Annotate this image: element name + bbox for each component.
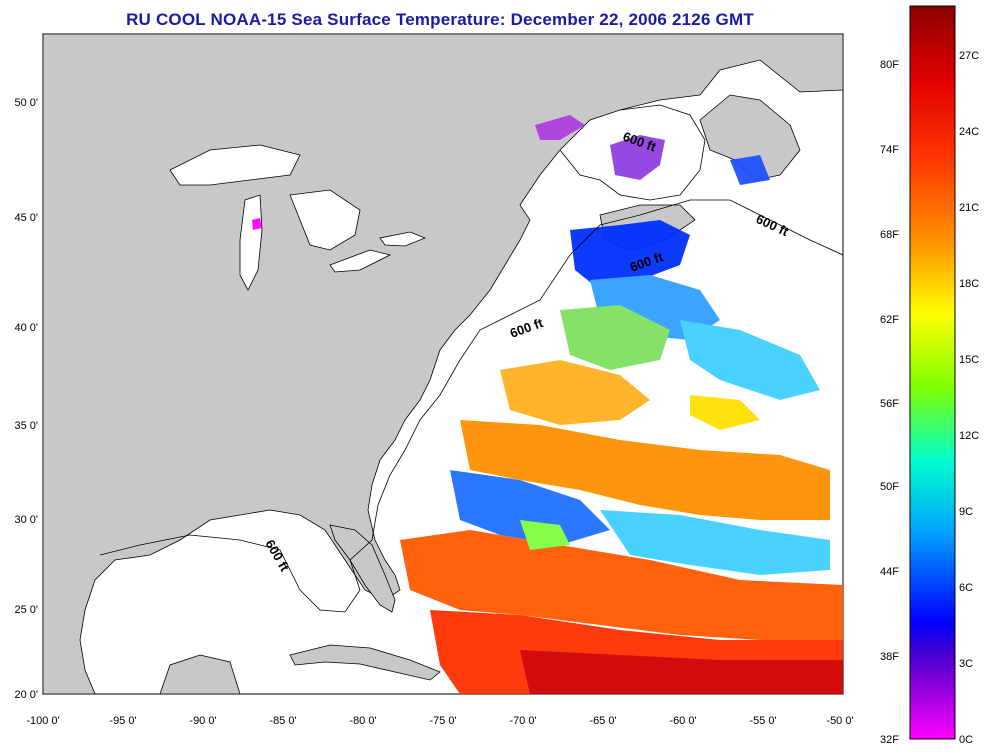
colorbar-c-label: 27C [959,50,980,62]
land-newfoundland [699,94,801,181]
x-tick-label: -75 0' [429,715,456,727]
land-cuba [289,644,441,681]
y-tick-label: 50 0' [14,97,38,109]
land-yucatan [159,654,241,694]
y-tick-label: 35 0' [14,420,38,432]
y-tick-label: 40 0' [14,322,38,334]
contour-600ft [99,199,843,613]
colorbar-c-label: 15C [959,354,980,366]
colorbar-f-label: 68F [880,229,899,241]
colorbar-f-label: 38F [880,651,899,663]
x-tick-label: -80 0' [349,715,376,727]
y-axis: 50 0' 45 0' 40 0' 35 0' 30 0' 25 0' 20 0… [14,97,38,701]
y-tick-label: 25 0' [14,604,38,616]
colorbar-f-label: 32F [880,734,899,746]
y-tick-label: 20 0' [14,689,38,701]
colorbar-c-label: 21C [959,202,980,214]
colorbar-f-label: 56F [880,398,899,410]
colorbar-c-label: 24C [959,126,980,138]
x-axis: -100 0' -95 0' -90 0' -85 0' -80 0' -75 … [26,715,853,727]
colorbar-c-label: 6C [959,582,974,594]
colorbar-c-label: 9C [959,506,974,518]
land-florida [329,524,396,613]
x-tick-label: -55 0' [749,715,776,727]
colorbar-f-label: 50F [880,481,899,493]
lake-superior [169,144,301,186]
y-tick-label: 30 0' [14,514,38,526]
lake-ontario [379,231,427,247]
lake-erie [329,249,392,273]
lake-michigan [239,194,263,291]
x-tick-label: -90 0' [189,715,216,727]
lake-huron [289,189,361,251]
x-tick-label: -95 0' [109,715,136,727]
colorbar-f-label: 44F [880,566,899,578]
x-tick-label: -70 0' [509,715,536,727]
colorbar-c-label: 12C [959,430,980,442]
colorbar [909,5,956,740]
colorbar-c-label: 18C [959,278,980,290]
colorbar-f-label: 74F [880,144,899,156]
sst-data [252,115,843,694]
colorbar-f-label: 80F [880,59,899,71]
map-title: RU COOL NOAA-15 Sea Surface Temperature:… [126,10,754,29]
x-tick-label: -60 0' [669,715,696,727]
y-tick-label: 45 0' [14,212,38,224]
colorbar-f-label: 62F [880,314,899,326]
x-tick-label: -65 0' [589,715,616,727]
colorbar-c-label: 3C [959,658,974,670]
x-tick-label: -50 0' [826,715,853,727]
colorbar-c-label: 0C [959,734,974,746]
x-tick-label: -85 0' [269,715,296,727]
x-tick-label: -100 0' [26,715,59,727]
